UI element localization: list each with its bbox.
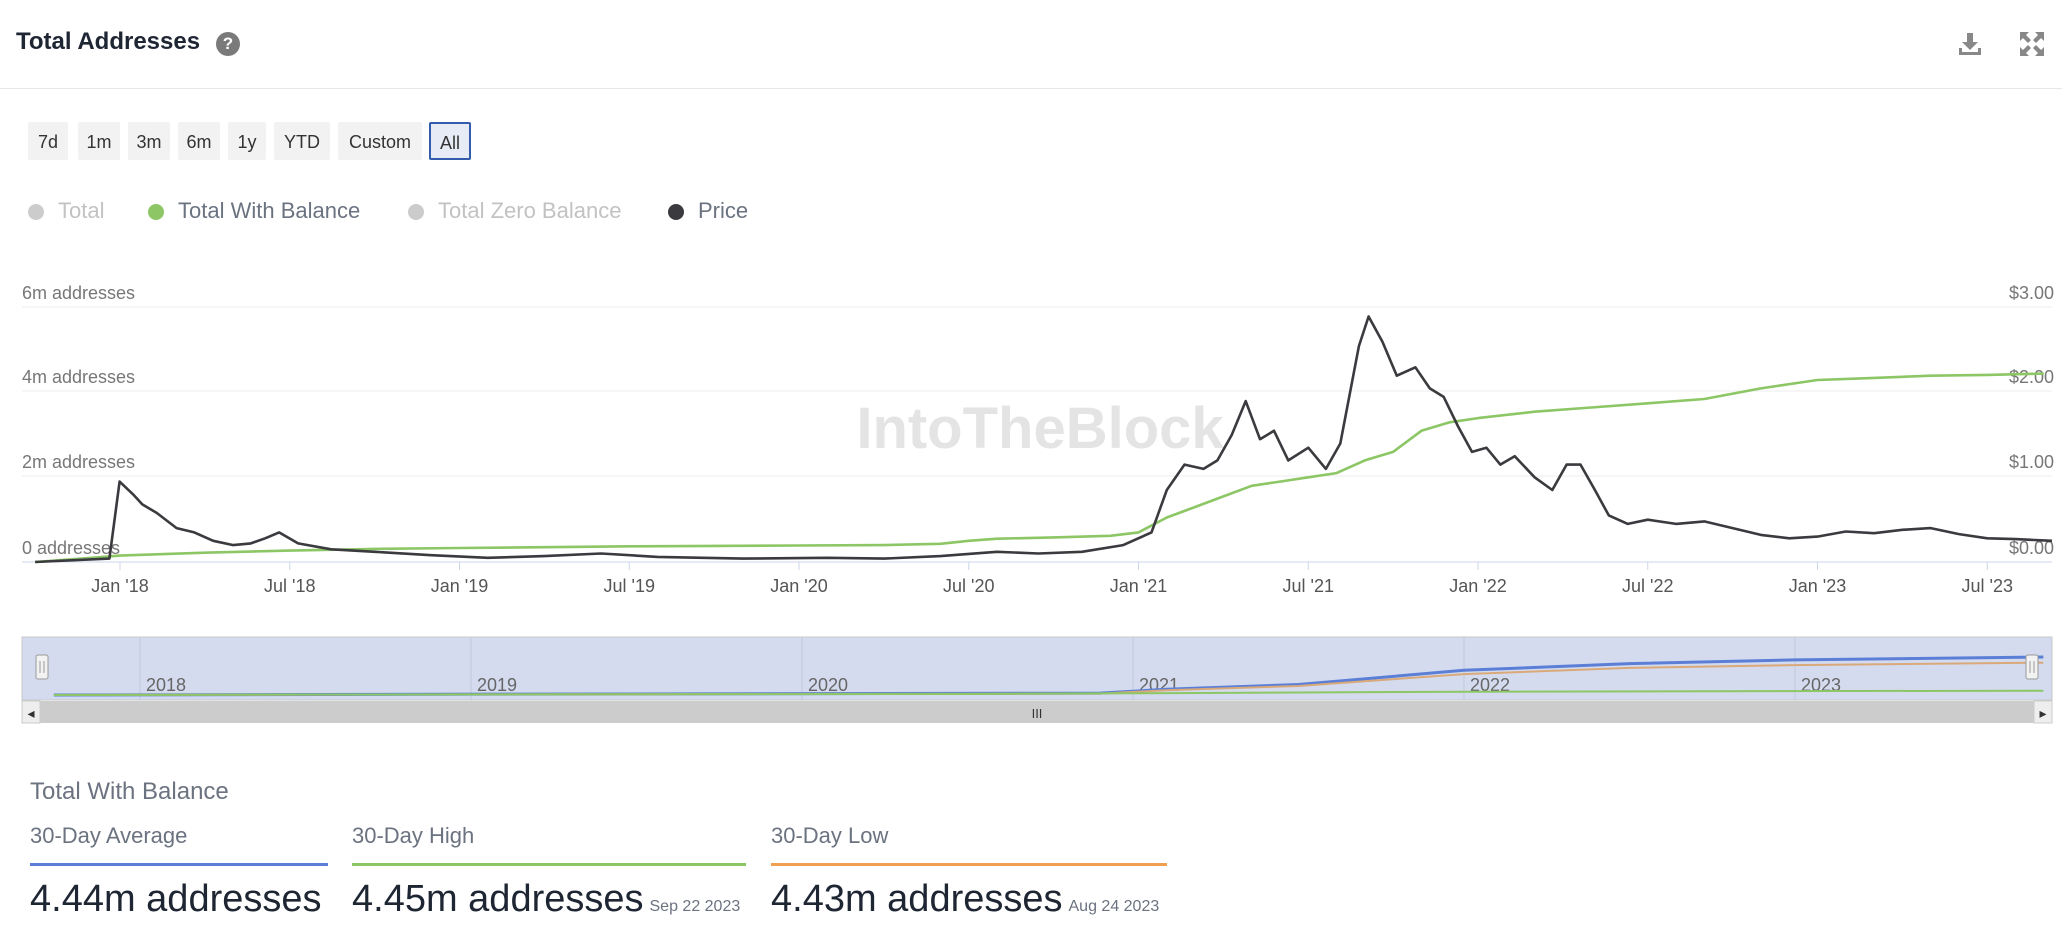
legend-dot [28,204,44,220]
range-button-6m[interactable]: 6m [178,122,220,160]
legend-label: Total [58,198,105,223]
navigator-year-label: 2020 [808,675,848,695]
y-right-tick-label: $2.00 [2009,367,2054,387]
legend-dot [148,204,164,220]
x-tick-label: Jan '22 [1449,576,1506,596]
x-tick-label: Jul '21 [1283,576,1334,596]
chart-header: Total Addresses ? [0,0,2062,89]
x-tick-label: Jul '23 [1962,576,2013,596]
navigator-year-label: 2019 [477,675,517,695]
stat-underline [771,863,1167,866]
x-tick-label: Jul '22 [1622,576,1673,596]
x-tick-label: Jan '20 [770,576,827,596]
stat-underline [352,863,746,866]
legend-label: Total Zero Balance [438,198,622,223]
legend-dot [408,204,424,220]
y-tick-label: 4m addresses [22,367,135,387]
stat-30-day-high: 30-Day High 4.45m addresses Sep 22 2023 [352,823,746,920]
stat-value: 4.44m addresses [30,878,322,920]
stat-label: 30-Day High [352,823,475,848]
x-tick-label: Jan '23 [1789,576,1846,596]
y-tick-label: 2m addresses [22,452,135,472]
fullscreen-icon[interactable] [2016,28,2048,60]
series-line-price [35,315,2053,564]
navigator-selection [21,636,2053,701]
y-right-tick-label: $3.00 [2009,283,2054,303]
y-right-tick-label: $1.00 [2009,452,2054,472]
summary-title: Total With Balance [30,778,229,805]
download-icon[interactable] [1954,28,1986,60]
legend-label: Price [698,198,749,223]
navigator-scrollbar-thumb [40,701,2034,723]
grid-lines [22,306,2052,563]
scrollbar-grip-icon: III [1032,706,1043,721]
navigator-series-line [53,689,2044,696]
stat-label: 30-Day Average [30,823,188,848]
stat-30-day-average: 30-Day Average 4.44m addresses [30,823,328,920]
navigator-scroll-right-button [2033,700,2053,724]
range-button-custom[interactable]: Custom [338,122,422,160]
y-right-tick-label: $0.00 [2009,538,2054,558]
range-button-ytd[interactable]: YTD [274,122,330,160]
range-button-1y[interactable]: 1y [228,122,266,160]
x-axis: Jan '18 Jul '18 Jan '19 Jul '19 Jan '20 Jul '… [91,562,2013,596]
watermark: IntoTheBlock [856,396,1224,461]
navigator-handle [2025,654,2039,680]
x-tick-label: Jul '19 [604,576,655,596]
x-tick-label: Jan '21 [1110,576,1167,596]
chart-area: IntoTheBlock 0 addresses 2m addresses 4m a… [21,283,2054,724]
stat-value: 4.43m addresses Aug 24 2023 [771,878,1160,920]
y-tick-label: 0 addresses [22,538,120,558]
navigator[interactable]: 2018 2019 2020 2021 2022 2023◂ ▸III [21,636,2053,724]
x-tick-label: Jul '20 [943,576,994,596]
stat-30-day-low: 30-Day Low 4.43m addresses Aug 24 2023 [771,823,1167,920]
x-tick-label: Jul '18 [264,576,315,596]
scroll-left-icon: ◂ [27,705,34,721]
range-button-all[interactable]: All [429,122,471,160]
navigator-year-label: 2023 [1801,675,1841,695]
stat-label: 30-Day Low [771,823,889,848]
navigator-year-label: 2018 [146,675,186,695]
stat-underline [30,863,328,866]
series-line-total-with-balance [35,372,2044,564]
stat-date: Sep 22 2023 [649,898,741,915]
chart-title: Total Addresses [16,28,201,55]
navigator-scroll-left-button [21,700,41,724]
navigator-handle [35,654,49,680]
legend-label: Total With Balance [178,198,361,223]
y-axis-right: $0.00 $1.00 $2.00 $3.00 [2009,283,2054,558]
help-icon[interactable]: ? [216,32,240,56]
range-button-3m[interactable]: 3m [128,122,170,160]
plot-lines [35,315,2053,564]
range-button-1m[interactable]: 1m [78,122,120,160]
x-tick-label: Jan '18 [91,576,148,596]
range-button-7d[interactable]: 7d [28,122,68,160]
navigator-year-label: 2022 [1470,675,1510,695]
y-tick-label: 6m addresses [22,283,135,303]
x-tick-label: Jan '19 [431,576,488,596]
y-axis-left: 0 addresses 2m addresses 4m addresses 6m ad… [22,283,135,558]
scroll-right-icon: ▸ [2039,705,2046,721]
stat-value: 4.45m addresses Sep 22 2023 [352,878,741,920]
legend-dot [668,204,684,220]
stat-date: Aug 24 2023 [1068,898,1160,915]
